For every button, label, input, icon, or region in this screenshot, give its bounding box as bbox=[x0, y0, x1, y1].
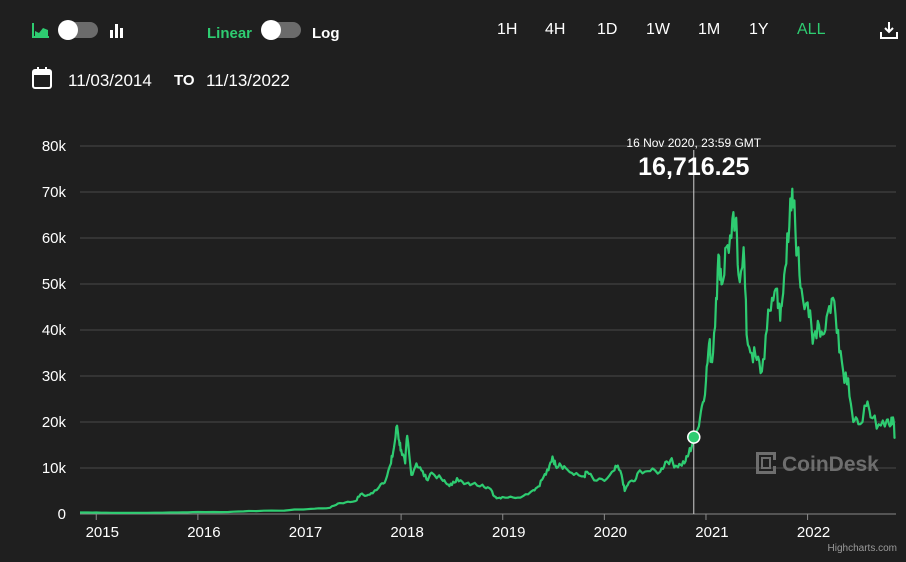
y-tick-label: 50k bbox=[42, 276, 67, 293]
date-from[interactable]: 11/03/2014 bbox=[68, 71, 152, 90]
y-tick-label: 60k bbox=[42, 230, 67, 247]
scale-toggle[interactable] bbox=[261, 20, 301, 40]
x-tick-label: 2019 bbox=[492, 524, 525, 541]
watermark-text: CoinDesk bbox=[782, 453, 879, 476]
y-tick-label: 0 bbox=[58, 506, 66, 523]
x-tick-label: 2020 bbox=[594, 524, 627, 541]
area-chart-icon[interactable] bbox=[32, 22, 50, 38]
tooltip-value: 16,716.25 bbox=[638, 153, 749, 181]
log-scale-label[interactable]: Log bbox=[312, 25, 340, 42]
x-tick-label: 2018 bbox=[390, 524, 423, 541]
linear-scale-label[interactable]: Linear bbox=[207, 25, 253, 42]
x-tick-label: 2016 bbox=[187, 524, 220, 541]
date-to-label: TO bbox=[174, 72, 195, 89]
y-tick-label: 30k bbox=[42, 368, 67, 385]
range-button-1y[interactable]: 1Y bbox=[749, 21, 769, 38]
download-icon[interactable] bbox=[879, 20, 899, 40]
x-axis: 2015 2016 2017 2018 2019 2020 2021 2022 bbox=[86, 514, 830, 541]
range-button-1m[interactable]: 1M bbox=[698, 21, 721, 38]
coindesk-watermark: CoinDesk bbox=[756, 452, 879, 476]
chart-type-toggle[interactable] bbox=[58, 20, 98, 40]
chart-grid bbox=[80, 145, 896, 515]
range-button-all[interactable]: ALL bbox=[797, 21, 826, 38]
bar-chart-icon[interactable] bbox=[109, 22, 125, 38]
x-tick-label: 2021 bbox=[695, 524, 728, 541]
coindesk-logo-icon bbox=[756, 452, 776, 474]
range-button-1d[interactable]: 1D bbox=[597, 21, 618, 38]
y-tick-label: 20k bbox=[42, 414, 67, 431]
x-tick-label: 2017 bbox=[289, 524, 322, 541]
range-button-4h[interactable]: 4H bbox=[545, 21, 566, 38]
y-tick-label: 80k bbox=[42, 138, 67, 155]
date-range-row: 11/03/2014 TO 11/13/2022 bbox=[0, 62, 500, 98]
y-axis: 0 10k 20k 30k 40k 50k 60k 70k 80k bbox=[42, 138, 67, 523]
x-tick-label: 2015 bbox=[86, 524, 119, 541]
x-tick-label: 2022 bbox=[797, 524, 830, 541]
chart-type-toggle-knob bbox=[58, 20, 78, 40]
tooltip-point bbox=[687, 430, 701, 444]
date-to[interactable]: 11/13/2022 bbox=[206, 71, 290, 90]
calendar-icon[interactable] bbox=[32, 67, 52, 89]
scale-toggle-knob bbox=[261, 20, 281, 40]
y-tick-label: 70k bbox=[42, 184, 67, 201]
series-line bbox=[80, 187, 896, 514]
y-tick-label: 40k bbox=[42, 322, 67, 339]
chart-toolbar: Linear Log 1H 4H 1D 1W 1M 1Y ALL bbox=[0, 0, 906, 60]
range-button-1h[interactable]: 1H bbox=[497, 21, 518, 38]
range-button-1w[interactable]: 1W bbox=[646, 21, 670, 38]
highcharts-credit[interactable]: Highcharts.com bbox=[828, 543, 897, 554]
tooltip-date: 16 Nov 2020, 23:59 GMT bbox=[626, 136, 761, 150]
y-tick-label: 10k bbox=[42, 460, 67, 477]
